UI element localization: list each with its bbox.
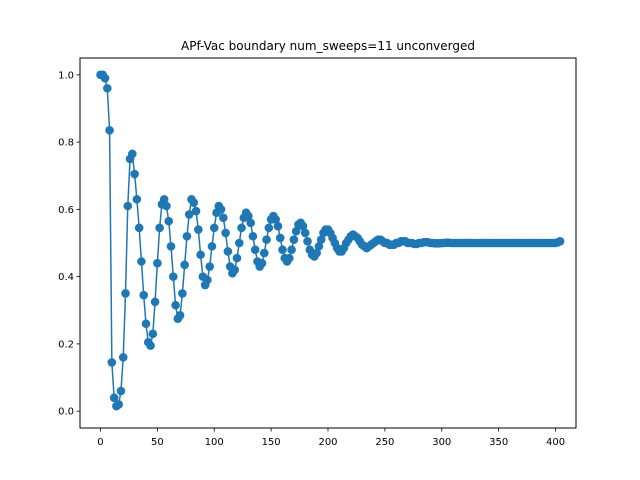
data-point — [130, 169, 139, 179]
data-point — [244, 211, 253, 221]
data-point — [171, 300, 180, 310]
data-point — [223, 247, 233, 256]
x-tick-label: 200 — [318, 437, 337, 448]
x-tick-label: 300 — [432, 437, 451, 448]
data-point — [250, 245, 260, 255]
data-point — [205, 262, 214, 271]
data-point — [194, 225, 203, 234]
x-tick-label: 50 — [151, 437, 164, 448]
data-point — [216, 205, 226, 214]
data-point — [175, 311, 185, 320]
data-point — [237, 223, 246, 233]
data-point — [259, 248, 269, 258]
data-point — [221, 228, 230, 238]
data-point — [314, 242, 324, 251]
data-point — [203, 275, 212, 285]
data-point — [189, 198, 199, 207]
data-point — [248, 231, 258, 241]
data-point — [219, 213, 228, 223]
data-point — [257, 258, 267, 268]
data-point — [137, 257, 146, 266]
x-tick-label: 150 — [262, 437, 281, 448]
data-point — [153, 258, 162, 268]
data-point — [230, 265, 240, 275]
data-point — [103, 83, 112, 93]
data-point — [289, 235, 299, 244]
data-point — [234, 238, 244, 248]
data-point — [264, 223, 274, 233]
data-point — [196, 250, 205, 260]
data-point — [159, 194, 169, 204]
chart-title: APf-Vac boundary num_sweeps=11 unconverg… — [181, 39, 475, 53]
data-point — [114, 400, 123, 409]
x-tick-label: 350 — [489, 437, 508, 448]
data-point — [164, 216, 174, 226]
y-tick-label: 0.8 — [58, 138, 74, 149]
data-point — [180, 260, 189, 270]
y-tick-label: 0.0 — [58, 407, 74, 418]
y-tick-label: 0.4 — [58, 272, 74, 283]
plot-frame — [79, 57, 577, 429]
data-point — [262, 235, 271, 244]
data-point — [128, 149, 137, 159]
y-tick-label: 0.6 — [58, 205, 74, 216]
data-point — [148, 329, 158, 339]
data-point — [155, 223, 164, 233]
data-point — [278, 245, 287, 255]
data-point — [273, 221, 283, 231]
x-tick-label: 400 — [546, 437, 565, 448]
data-point — [303, 237, 312, 246]
data-point — [178, 289, 187, 298]
y-tick-label: 0.2 — [58, 339, 74, 350]
data-point — [105, 126, 114, 135]
data-point — [246, 218, 255, 228]
data-point — [139, 290, 149, 300]
data-point — [298, 221, 308, 231]
data-point — [121, 289, 130, 298]
data-point — [150, 297, 160, 307]
data-point — [300, 228, 310, 238]
x-tick-label: 250 — [375, 437, 394, 448]
data-point — [132, 194, 142, 204]
data-point — [118, 353, 128, 362]
data-point — [116, 386, 126, 396]
x-tick-label: 0 — [97, 437, 103, 448]
data-point — [166, 242, 176, 251]
y-tick-label: 1.0 — [58, 70, 74, 81]
data-point — [109, 393, 119, 403]
plot-area — [96, 70, 565, 411]
data-point — [162, 201, 171, 211]
data-point — [184, 210, 194, 219]
data-point — [141, 319, 151, 329]
data-point — [191, 206, 201, 216]
data-point — [107, 358, 117, 367]
data-point — [316, 235, 326, 244]
data-point — [232, 253, 242, 263]
data-point — [271, 215, 280, 224]
data-point — [182, 231, 192, 241]
data-point — [123, 201, 133, 211]
axis-ticks: 0 50 100 150 200 250 300 350 400 0.0 0.2 0.4 0.6 0.8 1… — [58, 70, 565, 448]
x-tick-label: 100 — [205, 437, 224, 448]
data-point — [100, 73, 110, 83]
data-point — [555, 237, 565, 246]
data-point — [275, 233, 285, 243]
data-point — [168, 272, 178, 281]
data-point — [207, 242, 217, 251]
data-point — [146, 341, 155, 350]
data-point — [209, 223, 219, 233]
data-point — [291, 226, 301, 236]
data-point — [287, 245, 296, 255]
data-point — [312, 248, 321, 258]
data-point — [134, 223, 144, 233]
data-point — [285, 253, 294, 263]
